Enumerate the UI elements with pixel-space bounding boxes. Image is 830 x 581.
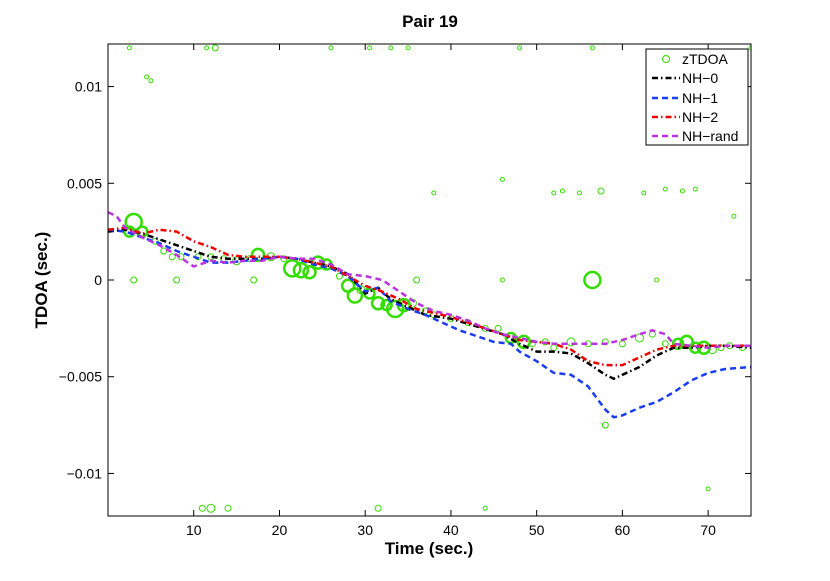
ztdoa-marker [601,421,609,429]
ztdoa-marker [551,190,557,196]
ztdoa-marker [148,78,154,84]
x-tick-label: 50 [529,522,545,538]
ztdoa-marker [160,247,168,255]
x-tick-label: 30 [357,522,373,538]
ztdoa-marker [224,504,232,512]
ztdoa-marker [283,259,302,278]
ztdoa-marker [494,324,502,332]
ztdoa-marker [367,45,372,51]
series-lines [108,211,751,419]
ztdoa-marker [126,45,132,51]
ztdoa-marker [328,45,334,51]
legend-label-nh2: NH−2 [682,109,718,125]
ztdoa-marker [168,253,176,261]
ztdoa-marker [748,45,751,51]
y-tick-label: −0.01 [67,465,103,481]
ztdoa-marker [173,276,181,284]
chart-title: Pair 19 [402,12,458,31]
y-tick-label: 0 [94,272,102,288]
ztdoa-marker [641,190,647,196]
ztdoa-marker [413,276,421,284]
ztdoa-marker [198,504,206,512]
ztdoa-marker [731,213,737,219]
ztdoa-marker [124,212,143,232]
legend-label-ztdoa: zTDOA [682,51,729,67]
ztdoa-marker [662,186,668,192]
ztdoa-marker [405,45,411,51]
legend-marker-ztdoa [662,55,670,63]
ztdoa-marker [144,74,150,80]
x-tick-label: 60 [615,522,631,538]
y-tick-label: 0.005 [67,175,102,191]
ztdoa-marker [705,486,711,492]
legend: zTDOA NH−0 NH−1 NH−2 NH−rand [645,48,749,146]
ztdoa-marker [204,45,210,51]
ztdoa-marker [654,277,660,283]
ztdoa-marker [370,295,386,311]
ztdoa-marker [206,503,216,513]
x-tick-label: 40 [443,522,459,538]
ztdoa-marker [250,276,258,284]
ztdoa-marker [431,190,437,196]
ztdoa-marker [482,505,488,511]
ztdoa-marker [385,299,405,319]
ztdoa-marker [566,337,576,347]
legend-label-nhrand: NH−rand [682,128,738,144]
y-axis-title: TDOA (sec.) [32,232,51,329]
ztdoa-marker [692,186,698,192]
series-line-nhrand [108,211,751,349]
x-tick-label: 70 [700,522,716,538]
ztdoa-marker [250,247,266,263]
ztdoa-marker [130,276,138,284]
ztdoa-marker [302,265,317,280]
legend-label-nh1: NH−1 [682,90,718,106]
series-line-nh0 [108,228,751,380]
ztdoa-marker [583,270,602,290]
ztdoa-marker [374,504,382,512]
ztdoa-marker [517,45,522,51]
ztdoa-marker [661,340,669,348]
x-tick-label: 20 [272,522,288,538]
y-tick-label: 0.01 [75,79,102,95]
x-axis-title: Time (sec.) [385,539,474,558]
ztdoa-marker [679,188,685,194]
ztdoa-marker [559,188,565,194]
y-tick-label: −0.005 [59,369,102,385]
ztdoa-marker [499,176,505,182]
ztdoa-marker [346,287,364,304]
ztdoa-marker [589,45,595,51]
plot-area [108,44,751,516]
series-line-nh2 [108,226,751,367]
legend-label-nh0: NH−0 [682,70,718,86]
ztdoa-marker [597,187,605,195]
series-line-nh1 [108,228,751,419]
ztdoa-marker [388,45,394,51]
x-tick-label: 10 [186,522,202,538]
ztdoa-marker [499,277,505,283]
ztdoa-marker [211,44,219,52]
axis-ticks: 10 20 30 40 50 60 70 0.01 0.005 0 −0.005 −0.01 [59,44,751,538]
ztdoa-marker [292,262,310,279]
ztdoa-marker [635,333,644,343]
ztdoa-marker [577,190,582,196]
